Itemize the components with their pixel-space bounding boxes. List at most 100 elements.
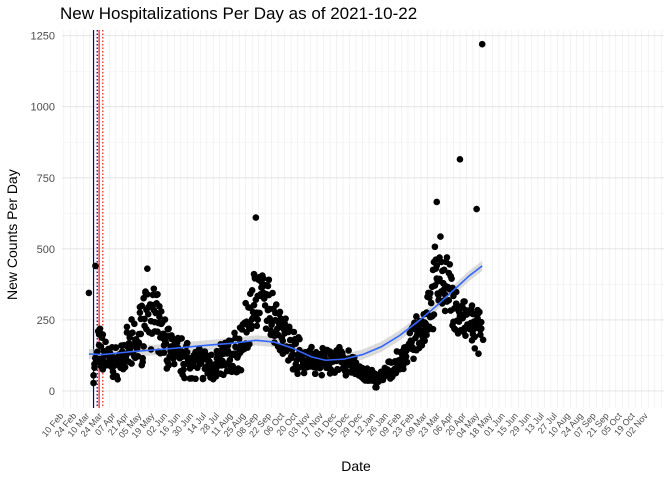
y-tick-label: 1000	[31, 102, 55, 114]
data-point	[156, 303, 163, 310]
data-point	[294, 370, 301, 378]
data-point	[248, 287, 256, 294]
data-point	[445, 297, 453, 304]
data-point	[431, 243, 439, 251]
data-point	[293, 356, 300, 364]
data-point	[373, 384, 380, 391]
data-point	[400, 365, 407, 373]
data-point	[92, 262, 99, 270]
data-point	[456, 156, 464, 163]
data-point	[237, 366, 245, 374]
data-point	[272, 301, 280, 308]
data-point	[440, 266, 448, 274]
data-point	[136, 309, 144, 316]
data-point	[477, 325, 485, 332]
data-point	[183, 348, 191, 356]
y-tick-label: 1250	[31, 31, 55, 43]
data-point	[102, 338, 109, 346]
data-point	[296, 335, 303, 343]
data-point	[308, 343, 315, 351]
data-point	[165, 325, 172, 333]
data-point	[253, 322, 261, 330]
data-point	[256, 309, 263, 317]
y-tick-label: 500	[37, 244, 55, 256]
data-point	[471, 333, 479, 341]
data-point	[135, 339, 143, 347]
data-point	[162, 339, 170, 347]
y-tick-label: 0	[49, 386, 55, 398]
data-point	[477, 318, 485, 326]
data-point	[282, 315, 289, 322]
data-point	[144, 291, 151, 298]
data-point	[265, 276, 273, 284]
data-point	[141, 315, 148, 323]
data-point	[208, 351, 215, 359]
data-point	[144, 310, 152, 318]
data-point	[131, 320, 138, 328]
data-point	[421, 337, 428, 345]
data-point	[137, 330, 145, 338]
x-axis-label: Date	[341, 458, 371, 474]
data-point	[139, 358, 146, 366]
data-point	[96, 325, 104, 333]
data-point	[129, 329, 136, 336]
data-point	[423, 331, 430, 339]
data-point	[269, 289, 276, 297]
data-point	[178, 335, 185, 342]
data-point	[316, 364, 324, 372]
data-point	[99, 331, 107, 338]
data-point	[128, 360, 135, 367]
data-point	[441, 307, 449, 315]
data-point	[290, 328, 298, 336]
data-point	[231, 329, 238, 337]
data-point	[413, 313, 420, 320]
data-point	[247, 325, 255, 333]
data-point	[468, 302, 476, 309]
data-point	[285, 325, 293, 332]
data-point	[426, 289, 434, 297]
data-point	[402, 353, 410, 360]
smooth-trend-line	[88, 265, 483, 362]
data-point	[192, 375, 199, 383]
data-point	[161, 316, 169, 323]
data-point	[277, 315, 285, 323]
data-point	[345, 347, 352, 354]
data-point	[462, 332, 469, 339]
data-point	[156, 313, 163, 321]
data-point	[477, 331, 484, 339]
data-point	[180, 366, 187, 373]
data-point	[437, 233, 444, 240]
data-point	[461, 298, 468, 305]
data-point	[264, 282, 272, 290]
data-point	[114, 375, 121, 383]
data-point	[109, 368, 117, 376]
data-point	[165, 362, 172, 369]
data-point	[410, 355, 417, 363]
data-point	[436, 275, 443, 283]
data-point	[181, 374, 188, 382]
data-point	[121, 363, 129, 371]
data-point	[235, 335, 243, 343]
data-point	[246, 340, 253, 348]
data-point	[150, 285, 158, 293]
data-point	[85, 289, 93, 297]
data-point	[160, 349, 168, 356]
chart-title: New Hospitalizations Per Day as of 2021-…	[60, 4, 418, 23]
data-point	[91, 364, 98, 372]
data-point	[250, 301, 258, 309]
data-point	[446, 261, 454, 268]
data-point	[403, 358, 411, 366]
data-point	[254, 316, 262, 323]
data-point	[90, 379, 97, 387]
data-point	[170, 360, 178, 368]
data-point	[140, 343, 147, 350]
data-point	[126, 334, 134, 341]
data-point	[473, 205, 480, 213]
data-point	[318, 371, 326, 379]
data-point	[478, 40, 486, 48]
data-point	[300, 369, 308, 377]
data-point	[475, 350, 482, 357]
data-point	[443, 254, 451, 261]
